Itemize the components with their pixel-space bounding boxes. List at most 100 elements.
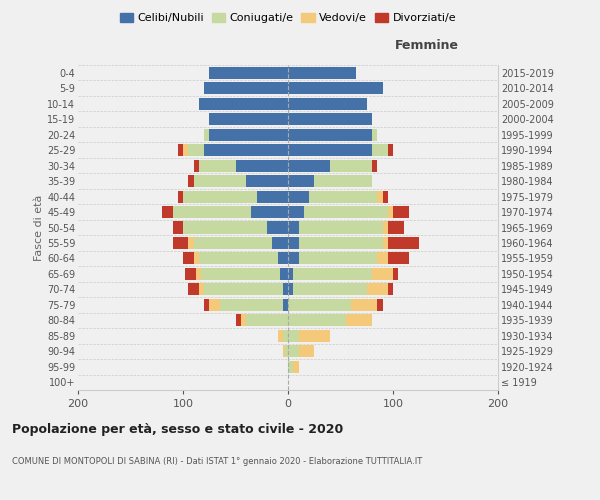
Bar: [257, 190, 288, 202]
Bar: [288, 98, 367, 110]
Bar: [288, 190, 309, 202]
Bar: [173, 206, 251, 218]
Bar: [204, 284, 283, 296]
Bar: [178, 190, 183, 202]
Bar: [330, 160, 372, 172]
Bar: [299, 237, 383, 249]
Bar: [283, 330, 288, 342]
Bar: [372, 128, 377, 140]
Bar: [283, 299, 288, 311]
Bar: [209, 128, 288, 140]
Bar: [204, 299, 209, 311]
Bar: [204, 128, 209, 140]
Bar: [288, 222, 299, 234]
Bar: [280, 268, 288, 280]
Text: Popolazione per età, sesso e stato civile - 2020: Popolazione per età, sesso e stato civil…: [12, 422, 343, 436]
Bar: [204, 82, 288, 94]
Bar: [283, 284, 288, 296]
Text: COMUNE DI MONTOPOLI DI SABINA (RI) - Dati ISTAT 1° gennaio 2020 - Elaborazione T: COMUNE DI MONTOPOLI DI SABINA (RI) - Dat…: [12, 457, 422, 466]
Bar: [346, 314, 372, 326]
Bar: [288, 82, 383, 94]
Bar: [193, 252, 199, 264]
Bar: [288, 361, 293, 373]
Bar: [235, 314, 241, 326]
Bar: [209, 113, 288, 125]
Bar: [173, 237, 188, 249]
Bar: [209, 66, 288, 79]
Bar: [299, 346, 314, 358]
Bar: [193, 237, 272, 249]
Bar: [246, 175, 288, 187]
Bar: [188, 284, 199, 296]
Bar: [173, 222, 183, 234]
Bar: [288, 66, 356, 79]
Bar: [288, 330, 299, 342]
Bar: [377, 252, 388, 264]
Bar: [183, 144, 188, 156]
Bar: [285, 346, 288, 358]
Bar: [388, 252, 409, 264]
Bar: [388, 206, 393, 218]
Bar: [288, 314, 346, 326]
Bar: [288, 346, 299, 358]
Bar: [288, 268, 293, 280]
Bar: [288, 144, 372, 156]
Bar: [367, 284, 388, 296]
Bar: [209, 299, 220, 311]
Bar: [199, 252, 277, 264]
Bar: [393, 206, 409, 218]
Bar: [199, 284, 204, 296]
Bar: [372, 160, 377, 172]
Bar: [241, 314, 246, 326]
Bar: [388, 237, 419, 249]
Bar: [393, 268, 398, 280]
Bar: [199, 98, 288, 110]
Bar: [277, 330, 283, 342]
Bar: [185, 268, 196, 280]
Bar: [372, 144, 388, 156]
Bar: [196, 268, 201, 280]
Bar: [288, 252, 299, 264]
Bar: [288, 284, 293, 296]
Bar: [283, 346, 285, 358]
Bar: [288, 113, 372, 125]
Bar: [293, 268, 372, 280]
Bar: [288, 160, 330, 172]
Bar: [383, 237, 388, 249]
Bar: [383, 222, 388, 234]
Bar: [288, 237, 299, 249]
Bar: [299, 330, 330, 342]
Bar: [388, 222, 404, 234]
Bar: [235, 160, 288, 172]
Text: Femmine: Femmine: [395, 39, 458, 52]
Bar: [288, 128, 372, 140]
Bar: [267, 222, 288, 234]
Bar: [299, 252, 377, 264]
Y-axis label: Fasce di età: Fasce di età: [34, 194, 44, 260]
Bar: [299, 222, 383, 234]
Bar: [188, 175, 193, 187]
Legend: Celibi/Nubili, Coniugati/e, Vedovi/e, Divorziati/e: Celibi/Nubili, Coniugati/e, Vedovi/e, Di…: [115, 8, 461, 28]
Bar: [293, 361, 299, 373]
Bar: [246, 314, 288, 326]
Bar: [388, 144, 393, 156]
Bar: [377, 299, 383, 311]
Bar: [183, 222, 267, 234]
Bar: [188, 237, 193, 249]
Bar: [220, 299, 283, 311]
Bar: [251, 206, 288, 218]
Bar: [383, 190, 388, 202]
Bar: [162, 206, 173, 218]
Bar: [288, 206, 304, 218]
Bar: [314, 175, 372, 187]
Bar: [309, 190, 377, 202]
Bar: [351, 299, 377, 311]
Bar: [288, 175, 314, 187]
Bar: [193, 175, 246, 187]
Bar: [183, 190, 257, 202]
Bar: [288, 299, 351, 311]
Bar: [377, 190, 383, 202]
Bar: [193, 160, 199, 172]
Bar: [201, 268, 280, 280]
Bar: [188, 144, 204, 156]
